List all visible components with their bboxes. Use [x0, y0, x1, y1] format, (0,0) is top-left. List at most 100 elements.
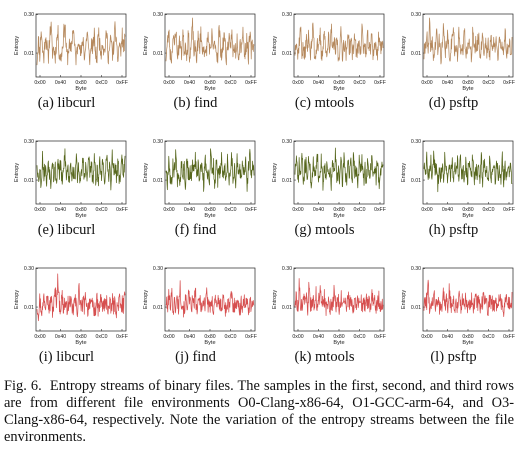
chart-panel: 0.30 0.01 Entropy 0x00 0x40 0x80 0xC0 0xFF Byte (…: [2, 131, 131, 254]
x-tick-label: 0x00: [421, 334, 432, 340]
x-tick-label: 0xC0: [482, 80, 494, 86]
entropy-chart: 0.30 0.01 Entropy 0x00 0x40 0x80 0xC0 0xFF Byte: [401, 12, 515, 92]
entropy-line: [165, 17, 255, 66]
figure-label: Fig. 6.: [4, 378, 42, 394]
x-tick-label: 0x00: [163, 80, 174, 86]
y-tick-label: 0.30: [282, 12, 292, 18]
chart-panel: 0.30 0.01 Entropy 0x00 0x40 0x80 0xC0 0xFF Byte (…: [2, 4, 131, 127]
plot-frame: [35, 140, 127, 205]
y-tick-label: 0.30: [411, 12, 421, 18]
entropy-chart: 0.30 0.01 Entropy 0x00 0x40 0x80 0xC0 0xFF Byte: [401, 266, 515, 346]
entropy-chart: 0.30 0.01 Entropy 0x00 0x40 0x80 0xC0 0xFF Byte: [272, 266, 386, 346]
y-axis-label: Entropy: [143, 163, 149, 182]
y-tick-label: 0.30: [411, 266, 421, 272]
x-tick-label: 0x00: [34, 334, 45, 340]
x-tick-label: 0xC0: [353, 80, 365, 86]
x-tick-label: 0x00: [421, 207, 432, 213]
x-tick-label: 0x80: [462, 334, 473, 340]
x-tick-label: 0x00: [163, 334, 174, 340]
x-axis-label: Byte: [462, 340, 473, 346]
entropy-line: [423, 279, 513, 317]
chart-panel: 0.30 0.01 Entropy 0x00 0x40 0x80 0xC0 0xFF Byte (…: [131, 258, 260, 381]
chart-panel: 0.30 0.01 Entropy 0x00 0x40 0x80 0xC0 0xFF Byte (…: [131, 131, 260, 254]
plot-frame: [293, 13, 385, 78]
y-axis-label: Entropy: [14, 290, 20, 309]
chart-panel: 0.30 0.01 Entropy 0x00 0x40 0x80 0xC0 0xFF Byte (…: [389, 4, 517, 127]
y-tick-label: 0.01: [282, 51, 292, 57]
plot-frame: [422, 267, 514, 332]
entropy-line: [36, 148, 126, 191]
y-tick-label: 0.30: [282, 266, 292, 272]
subcaption: (j) find: [175, 349, 216, 365]
y-tick-label: 0.01: [282, 305, 292, 311]
x-tick-label: 0xFF: [245, 207, 257, 213]
subcaption: (f) find: [174, 222, 217, 238]
x-axis-label: Byte: [75, 340, 86, 346]
x-tick-label: 0x80: [204, 207, 215, 213]
x-tick-label: 0xFF: [503, 334, 515, 340]
x-axis-label: Byte: [75, 86, 86, 92]
x-tick-label: 0xFF: [503, 80, 515, 86]
x-tick-label: 0xFF: [245, 80, 257, 86]
chart-panel: 0.30 0.01 Entropy 0x00 0x40 0x80 0xC0 0xFF Byte (…: [389, 258, 517, 381]
entropy-chart: 0.30 0.01 Entropy 0x00 0x40 0x80 0xC0 0xFF Byte: [401, 139, 515, 219]
chart-panel: 0.30 0.01 Entropy 0x00 0x40 0x80 0xC0 0xFF Byte (…: [131, 4, 260, 127]
x-tick-label: 0xFF: [374, 207, 386, 213]
x-tick-label: 0x00: [163, 207, 174, 213]
x-axis-label: Byte: [204, 340, 215, 346]
x-tick-label: 0xC0: [482, 207, 494, 213]
x-axis-label: Byte: [333, 340, 344, 346]
x-tick-label: 0xC0: [95, 80, 107, 86]
y-tick-label: 0.30: [24, 266, 34, 272]
entropy-line: [294, 278, 384, 316]
x-tick-label: 0x40: [313, 80, 324, 86]
x-tick-label: 0xC0: [353, 334, 365, 340]
x-tick-label: 0x80: [333, 207, 344, 213]
y-tick-label: 0.01: [153, 178, 163, 184]
x-tick-label: 0x00: [292, 80, 303, 86]
y-tick-label: 0.01: [24, 51, 34, 57]
subcaption: (b) find: [173, 95, 218, 111]
plot-frame: [164, 140, 256, 205]
entropy-chart: 0.30 0.01 Entropy 0x00 0x40 0x80 0xC0 0xFF Byte: [14, 266, 128, 346]
x-tick-label: 0x00: [292, 334, 303, 340]
x-tick-label: 0x80: [204, 80, 215, 86]
y-axis-label: Entropy: [14, 163, 20, 182]
subcaption: (c) mtools: [294, 95, 355, 111]
y-tick-label: 0.30: [282, 139, 292, 145]
entropy-chart: 0.30 0.01 Entropy 0x00 0x40 0x80 0xC0 0xFF Byte: [143, 12, 257, 92]
figure-caption: Fig. 6. Entropy streams of binary files.…: [4, 378, 514, 446]
subcaption: (i) libcurl: [38, 349, 95, 365]
y-tick-label: 0.01: [153, 51, 163, 57]
x-tick-label: 0x40: [442, 80, 453, 86]
x-tick-label: 0xFF: [116, 334, 128, 340]
plot-frame: [164, 267, 256, 332]
x-axis-label: Byte: [462, 213, 473, 219]
x-tick-label: 0x80: [333, 80, 344, 86]
plot-frame: [422, 13, 514, 78]
y-axis-label: Entropy: [401, 163, 407, 182]
entropy-chart: 0.30 0.01 Entropy 0x00 0x40 0x80 0xC0 0xFF Byte: [272, 12, 386, 92]
y-tick-label: 0.30: [24, 12, 34, 18]
entropy-line: [423, 150, 513, 193]
y-axis-label: Entropy: [143, 36, 149, 55]
chart-panel: 0.30 0.01 Entropy 0x00 0x40 0x80 0xC0 0xFF Byte (…: [260, 4, 389, 127]
y-tick-label: 0.01: [282, 178, 292, 184]
x-tick-label: 0xC0: [95, 207, 107, 213]
entropy-chart: 0.30 0.01 Entropy 0x00 0x40 0x80 0xC0 0xFF Byte: [14, 139, 128, 219]
figure-caption-text: Entropy streams of binary files. The sam…: [4, 378, 514, 445]
subcaption: (l) psftp: [430, 349, 477, 365]
x-axis-label: Byte: [462, 86, 473, 92]
x-tick-label: 0x80: [75, 207, 86, 213]
x-tick-label: 0x40: [55, 207, 66, 213]
x-axis-label: Byte: [333, 86, 344, 92]
x-tick-label: 0x80: [333, 334, 344, 340]
entropy-chart: 0.30 0.01 Entropy 0x00 0x40 0x80 0xC0 0xFF Byte: [143, 266, 257, 346]
entropy-chart: 0.30 0.01 Entropy 0x00 0x40 0x80 0xC0 0xFF Byte: [272, 139, 386, 219]
plot-frame: [293, 140, 385, 205]
y-tick-label: 0.30: [153, 266, 163, 272]
x-tick-label: 0x40: [55, 80, 66, 86]
plot-frame: [164, 13, 256, 78]
y-tick-label: 0.30: [411, 139, 421, 145]
subcaption: (g) mtools: [294, 222, 355, 238]
